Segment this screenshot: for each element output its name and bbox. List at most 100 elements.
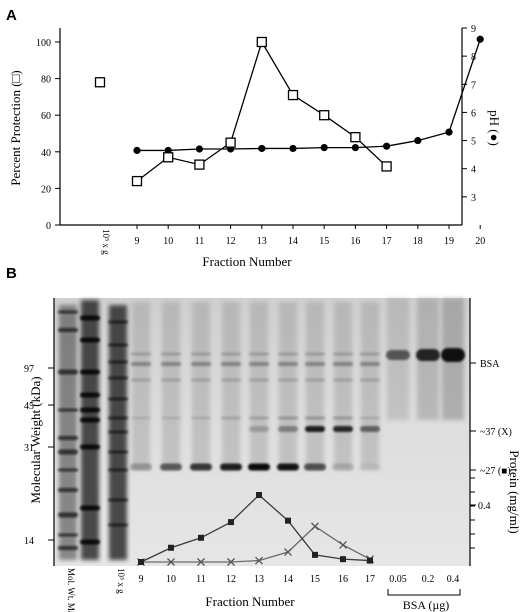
gel-smear bbox=[334, 302, 352, 470]
series-27-point bbox=[168, 544, 174, 551]
x-tick-label: 13 bbox=[257, 236, 267, 247]
band-27 bbox=[160, 463, 182, 471]
mw-ticks: 97 45 31 14 bbox=[24, 364, 54, 547]
gel-smear bbox=[361, 302, 379, 470]
gel-band bbox=[108, 430, 128, 434]
gel-smear bbox=[81, 300, 99, 560]
gel-band bbox=[333, 416, 353, 420]
protection-point bbox=[131, 175, 143, 187]
gel-band bbox=[305, 352, 325, 356]
series-37-point bbox=[197, 558, 205, 566]
protein-overlay: 0.4 bbox=[137, 477, 491, 566]
band-37 bbox=[278, 426, 298, 432]
band-bsa bbox=[386, 350, 410, 360]
protection-point bbox=[350, 132, 361, 143]
gel-band bbox=[249, 416, 269, 420]
gel-band bbox=[249, 352, 269, 356]
band-label: ~37 (X) bbox=[480, 427, 512, 438]
series-27-point bbox=[228, 519, 234, 526]
x-axis-label: Fraction Number bbox=[202, 254, 292, 269]
x-tick-label: 10 bbox=[163, 236, 173, 247]
band-bsa bbox=[441, 348, 465, 362]
gel-smear bbox=[306, 302, 324, 470]
gel-band bbox=[360, 378, 380, 382]
band-label: ~27 (■) bbox=[480, 466, 511, 477]
gel-smear bbox=[192, 302, 210, 470]
band-labels: BSA ~37 (X) ~27 (■) bbox=[470, 359, 512, 477]
left-y-tick-label: 80 bbox=[41, 75, 51, 86]
mw-tick-label: 31 bbox=[24, 443, 34, 454]
mw-tick-label: 97 bbox=[24, 364, 34, 375]
gel-band bbox=[305, 362, 325, 366]
gel-band bbox=[161, 352, 181, 356]
marker-ladder-band bbox=[80, 392, 100, 398]
band-37 bbox=[249, 426, 269, 432]
series-27-point bbox=[138, 559, 144, 565]
lane-label-fraction: 15 bbox=[310, 574, 320, 585]
band-27 bbox=[332, 463, 354, 471]
ph-line bbox=[137, 39, 481, 152]
lane-label-fraction: 10 bbox=[166, 574, 176, 585]
right-y-tick-label: 3 bbox=[471, 193, 476, 204]
marker-ladder-band bbox=[58, 310, 78, 314]
lane-labels: Mol. Wt. Markers 10⁵ x g 9 10 11 12 13 14 15 16 17… bbox=[66, 568, 459, 612]
series-27-point bbox=[285, 517, 291, 524]
right-y-tick-label: 7 bbox=[471, 80, 476, 91]
marker-ladder-band bbox=[58, 436, 78, 440]
lane-label-fraction: 9 bbox=[139, 574, 144, 585]
mw-tick-label: 45 bbox=[24, 401, 34, 412]
gel-x-label: Fraction Number bbox=[205, 594, 295, 609]
gel-smear bbox=[250, 302, 268, 470]
gel-band bbox=[333, 362, 353, 366]
ph-point bbox=[289, 144, 297, 153]
left-y-label: Percent Protection (□) bbox=[8, 70, 23, 185]
left-y-tick-label: 40 bbox=[41, 148, 51, 159]
gel-band bbox=[108, 320, 128, 324]
protection-point bbox=[225, 137, 236, 148]
left-y-tick-label: 20 bbox=[41, 184, 51, 195]
band-label: BSA bbox=[480, 359, 500, 370]
gel-band bbox=[131, 352, 151, 356]
right-y-tick-label: 6 bbox=[471, 108, 476, 119]
gel-band bbox=[191, 378, 211, 382]
gel-band bbox=[249, 362, 269, 366]
right-y-tick-label: 9 bbox=[471, 24, 476, 35]
lane-label-fraction: 16 bbox=[338, 574, 348, 585]
gel-band bbox=[305, 416, 325, 420]
marker-ladder-band bbox=[80, 539, 100, 545]
marker-ladder-band bbox=[58, 449, 78, 455]
lane-label-bsa: 0.4 bbox=[447, 574, 460, 585]
gel-band bbox=[161, 416, 181, 420]
band-37 bbox=[333, 426, 353, 432]
series-27-point bbox=[312, 551, 318, 558]
lane-label-fraction: 14 bbox=[283, 574, 293, 585]
protein-y-tick-label: 0.4 bbox=[478, 501, 491, 512]
band-27 bbox=[190, 463, 212, 471]
lane-label-fraction: 17 bbox=[365, 574, 375, 585]
band-27 bbox=[248, 463, 270, 471]
ph-point bbox=[195, 145, 203, 153]
gel-band bbox=[221, 352, 241, 356]
panel-b-label: B bbox=[6, 265, 17, 282]
ph-point bbox=[476, 35, 484, 43]
x-tick-label: 17 bbox=[382, 236, 392, 247]
ph-point bbox=[320, 144, 328, 152]
lane-label-bsa: 0.05 bbox=[389, 574, 407, 585]
protection-point bbox=[319, 110, 330, 121]
marker-ladder-band bbox=[58, 468, 78, 472]
band-bsa bbox=[416, 349, 440, 361]
marker-ladder-band bbox=[80, 337, 100, 343]
marker-ladder-band bbox=[58, 369, 78, 375]
x-tick-label: 15 bbox=[319, 236, 329, 247]
gel-band bbox=[249, 378, 269, 382]
x-tick-label: 9 bbox=[135, 236, 140, 247]
gel-band bbox=[333, 378, 353, 382]
series-27-point bbox=[340, 556, 346, 563]
gel-band bbox=[108, 343, 128, 347]
series-27-point bbox=[367, 557, 373, 564]
band-27 bbox=[359, 463, 381, 471]
gel-smear bbox=[162, 302, 180, 470]
band-37 bbox=[305, 426, 325, 432]
gel-band bbox=[108, 498, 128, 502]
